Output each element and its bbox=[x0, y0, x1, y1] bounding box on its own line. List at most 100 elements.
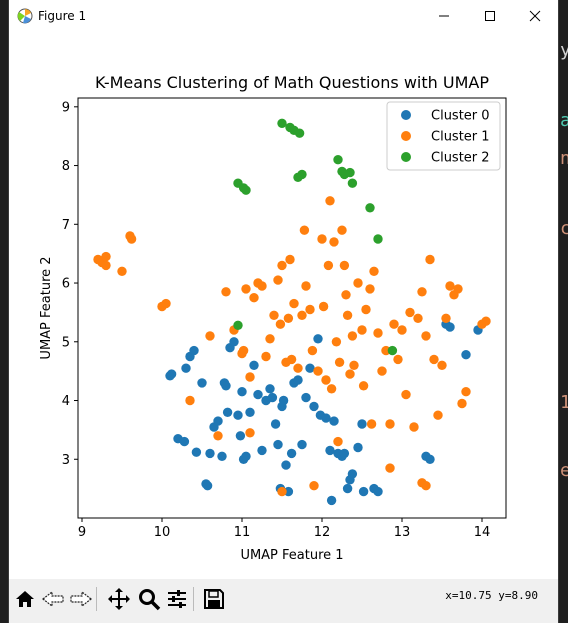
y-tick-label: 7 bbox=[62, 218, 70, 233]
navigation-toolbar: x=10.75 y=8.90 bbox=[9, 579, 558, 623]
save-icon bbox=[204, 589, 224, 609]
data-point-cluster-1 bbox=[441, 313, 451, 323]
y-tick-label: 8 bbox=[62, 159, 70, 174]
save-button[interactable] bbox=[200, 585, 228, 613]
configure-subplots-button[interactable] bbox=[163, 585, 191, 613]
data-point-cluster-1 bbox=[405, 307, 415, 318]
legend-frame bbox=[386, 101, 501, 171]
data-point-cluster-1 bbox=[317, 234, 327, 244]
legend-marker-cluster-0 bbox=[401, 110, 411, 120]
data-point-cluster-0 bbox=[425, 454, 435, 464]
data-point-cluster-1 bbox=[309, 481, 319, 491]
data-point-cluster-0 bbox=[321, 413, 331, 423]
data-point-cluster-1 bbox=[339, 260, 350, 271]
back-button[interactable] bbox=[39, 585, 67, 613]
data-point-cluster-1 bbox=[365, 284, 375, 294]
data-point-cluster-0 bbox=[313, 334, 323, 344]
data-point-cluster-1 bbox=[318, 301, 329, 312]
data-point-cluster-1 bbox=[461, 387, 471, 397]
data-point-cluster-1 bbox=[369, 266, 379, 276]
data-point-cluster-2 bbox=[233, 320, 243, 330]
minimize-button[interactable] bbox=[421, 0, 467, 31]
data-point-cluster-1 bbox=[433, 410, 443, 420]
data-point-cluster-2 bbox=[297, 169, 307, 180]
data-point-cluster-2 bbox=[365, 203, 375, 213]
data-point-cluster-1 bbox=[334, 357, 345, 367]
data-point-cluster-0 bbox=[342, 483, 353, 494]
data-point-cluster-1 bbox=[425, 254, 435, 265]
data-point-cluster-0 bbox=[202, 481, 213, 491]
data-point-cluster-1 bbox=[337, 225, 347, 235]
forward-button[interactable] bbox=[67, 585, 95, 613]
data-point-cluster-1 bbox=[421, 331, 431, 341]
data-point-cluster-0 bbox=[353, 442, 363, 453]
y-tick-label: 3 bbox=[62, 453, 70, 468]
data-point-cluster-1 bbox=[389, 319, 399, 329]
legend-marker-cluster-2 bbox=[401, 152, 411, 162]
data-point-cluster-2 bbox=[345, 167, 355, 178]
data-point-cluster-0 bbox=[357, 419, 367, 429]
y-tick-label: 5 bbox=[62, 335, 70, 350]
data-point-cluster-0 bbox=[253, 389, 263, 400]
pan-icon bbox=[108, 588, 130, 610]
data-point-cluster-1 bbox=[205, 331, 215, 341]
data-point-cluster-1 bbox=[213, 431, 223, 441]
data-point-cluster-0 bbox=[373, 486, 383, 497]
zoom-button[interactable] bbox=[135, 585, 163, 613]
data-point-cluster-1 bbox=[453, 284, 463, 294]
data-point-cluster-1 bbox=[361, 304, 371, 315]
data-point-cluster-2 bbox=[347, 178, 358, 188]
legend-label-cluster-2: Cluster 2 bbox=[431, 151, 490, 166]
x-tick-label: 9 bbox=[78, 525, 86, 540]
data-point-cluster-0 bbox=[445, 322, 455, 332]
background-code-fragment: e bbox=[560, 460, 568, 481]
maximize-icon bbox=[485, 10, 495, 21]
zoom-icon bbox=[139, 589, 161, 611]
data-point-cluster-0 bbox=[309, 401, 319, 412]
x-tick-label: 11 bbox=[234, 525, 251, 540]
data-point-cluster-0 bbox=[286, 448, 297, 459]
data-point-cluster-2 bbox=[373, 234, 383, 244]
data-point-cluster-0 bbox=[235, 431, 246, 441]
close-button[interactable] bbox=[512, 0, 558, 31]
data-point-cluster-1 bbox=[481, 316, 491, 326]
data-point-cluster-0 bbox=[222, 407, 233, 417]
data-point-cluster-0 bbox=[237, 387, 247, 397]
data-point-cluster-1 bbox=[377, 366, 387, 376]
data-point-cluster-0 bbox=[339, 448, 350, 459]
data-point-cluster-1 bbox=[101, 251, 111, 262]
data-point-cluster-1 bbox=[417, 287, 427, 297]
y-tick-label: 9 bbox=[62, 100, 70, 115]
data-point-cluster-0 bbox=[213, 416, 223, 426]
data-point-cluster-1 bbox=[329, 237, 339, 247]
data-point-cluster-1 bbox=[323, 260, 334, 271]
figure-canvas[interactable]: K-Means Clustering of Math Questions wit… bbox=[9, 31, 558, 579]
data-point-cluster-0 bbox=[281, 460, 291, 470]
data-point-cluster-1 bbox=[269, 310, 279, 320]
data-point-cluster-1 bbox=[445, 281, 455, 291]
data-point-cluster-0 bbox=[278, 395, 289, 406]
title-bar: Figure 1 bbox=[9, 0, 558, 31]
home-button[interactable] bbox=[11, 585, 39, 613]
data-point-cluster-0 bbox=[166, 369, 177, 379]
data-point-cluster-0 bbox=[305, 363, 315, 373]
data-point-cluster-0 bbox=[221, 381, 231, 391]
cursor-coordinates: x=10.75 y=8.90 bbox=[445, 589, 538, 602]
pan-button[interactable] bbox=[105, 585, 133, 613]
data-point-cluster-0 bbox=[265, 384, 275, 394]
data-point-cluster-1 bbox=[126, 234, 137, 244]
background-code-fragment: c bbox=[560, 218, 568, 239]
back-icon bbox=[42, 590, 64, 608]
forward-icon bbox=[70, 590, 92, 608]
data-point-cluster-1 bbox=[161, 298, 171, 309]
window-title: Figure 1 bbox=[38, 9, 87, 23]
plot-frame bbox=[77, 97, 507, 519]
data-point-cluster-0 bbox=[347, 469, 358, 479]
data-point-cluster-1 bbox=[313, 366, 323, 376]
data-point-cluster-1 bbox=[221, 287, 231, 297]
data-point-cluster-1 bbox=[293, 363, 303, 373]
data-point-cluster-0 bbox=[257, 445, 267, 456]
data-point-cluster-1 bbox=[457, 398, 467, 409]
x-tick-label: 12 bbox=[314, 525, 331, 540]
maximize-button[interactable] bbox=[467, 0, 513, 31]
